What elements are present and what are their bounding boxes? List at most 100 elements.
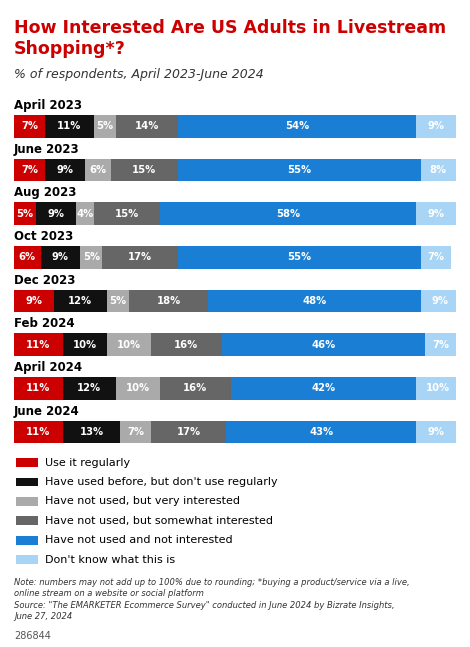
Text: June 2024: June 2024 <box>14 405 80 418</box>
Text: 11%: 11% <box>26 383 51 393</box>
Bar <box>14 159 45 181</box>
Text: 48%: 48% <box>302 296 327 306</box>
Bar <box>151 421 226 443</box>
Text: 18%: 18% <box>157 296 181 306</box>
Bar <box>129 290 209 313</box>
Bar <box>107 333 151 356</box>
Text: 10%: 10% <box>126 383 150 393</box>
Text: June 2023: June 2023 <box>14 143 80 156</box>
Bar <box>416 377 460 400</box>
Bar <box>63 333 107 356</box>
Text: 55%: 55% <box>287 165 311 175</box>
Bar <box>14 115 45 138</box>
Text: 9%: 9% <box>428 121 445 131</box>
Text: 14%: 14% <box>134 121 159 131</box>
Text: 286844: 286844 <box>14 631 51 641</box>
Text: % of respondents, April 2023-June 2024: % of respondents, April 2023-June 2024 <box>14 68 264 81</box>
Bar <box>178 246 421 269</box>
Text: 46%: 46% <box>311 340 336 349</box>
Bar <box>209 290 421 313</box>
Text: 43%: 43% <box>309 427 333 437</box>
Bar <box>76 203 94 225</box>
FancyBboxPatch shape <box>16 477 38 487</box>
Text: 9%: 9% <box>47 208 64 219</box>
FancyBboxPatch shape <box>16 497 38 506</box>
Text: 11%: 11% <box>57 121 81 131</box>
FancyBboxPatch shape <box>16 516 38 525</box>
Text: 9%: 9% <box>428 208 445 219</box>
Text: Note: numbers may not add up to 100% due to rounding; *buying a product/service : Note: numbers may not add up to 100% due… <box>14 578 410 621</box>
Text: 11%: 11% <box>26 427 51 437</box>
Bar <box>14 246 40 269</box>
Text: 5%: 5% <box>16 208 34 219</box>
Text: 10%: 10% <box>117 340 141 349</box>
Bar <box>120 421 151 443</box>
FancyBboxPatch shape <box>16 555 38 564</box>
Bar <box>102 246 178 269</box>
Text: 10%: 10% <box>426 383 450 393</box>
Text: 16%: 16% <box>183 383 207 393</box>
Bar <box>421 246 452 269</box>
FancyBboxPatch shape <box>16 458 38 467</box>
Bar <box>54 290 107 313</box>
Bar <box>231 377 416 400</box>
Text: Have not used, but very interested: Have not used, but very interested <box>45 496 240 507</box>
Text: 10%: 10% <box>73 340 97 349</box>
Text: 42%: 42% <box>311 383 336 393</box>
Bar <box>151 333 222 356</box>
Text: Have not used, but somewhat interested: Have not used, but somewhat interested <box>45 516 273 526</box>
Bar <box>416 115 456 138</box>
Text: 7%: 7% <box>432 340 449 349</box>
Bar <box>226 421 416 443</box>
Text: 8%: 8% <box>430 165 447 175</box>
Bar <box>416 203 456 225</box>
FancyBboxPatch shape <box>16 536 38 545</box>
Bar <box>36 203 76 225</box>
Bar <box>40 246 80 269</box>
Text: Use it regularly: Use it regularly <box>45 457 130 468</box>
Text: 15%: 15% <box>115 208 139 219</box>
Text: Have used before, but don't use regularly: Have used before, but don't use regularl… <box>45 477 278 487</box>
Bar <box>63 421 120 443</box>
Bar <box>416 421 456 443</box>
Text: 7%: 7% <box>428 252 445 262</box>
Bar <box>178 115 416 138</box>
Text: Feb 2024: Feb 2024 <box>14 318 75 331</box>
Text: 58%: 58% <box>276 208 300 219</box>
Text: 15%: 15% <box>133 165 157 175</box>
Text: 55%: 55% <box>287 252 311 262</box>
Text: 54%: 54% <box>285 121 309 131</box>
Bar <box>116 377 160 400</box>
Text: 9%: 9% <box>56 165 73 175</box>
Bar <box>85 159 111 181</box>
Text: Aug 2023: Aug 2023 <box>14 186 77 199</box>
Bar <box>116 115 178 138</box>
Text: 12%: 12% <box>77 383 101 393</box>
Text: 9%: 9% <box>428 427 445 437</box>
Bar <box>94 203 160 225</box>
Text: Dec 2023: Dec 2023 <box>14 274 76 287</box>
Text: 7%: 7% <box>127 427 144 437</box>
Text: 13%: 13% <box>79 427 103 437</box>
Bar <box>94 115 116 138</box>
Bar <box>222 333 425 356</box>
Text: 9%: 9% <box>432 296 449 306</box>
Bar <box>45 115 94 138</box>
Text: Have not used and not interested: Have not used and not interested <box>45 535 233 545</box>
Text: 9%: 9% <box>52 252 69 262</box>
Bar <box>63 377 116 400</box>
Text: 7%: 7% <box>21 165 38 175</box>
Bar <box>14 421 63 443</box>
Bar <box>14 333 63 356</box>
Text: 6%: 6% <box>19 252 36 262</box>
Text: 12%: 12% <box>68 296 93 306</box>
Text: 4%: 4% <box>76 208 94 219</box>
Text: 5%: 5% <box>110 296 126 306</box>
Text: Don't know what this is: Don't know what this is <box>45 554 175 565</box>
Bar <box>425 333 456 356</box>
Bar <box>14 203 36 225</box>
Text: 17%: 17% <box>128 252 152 262</box>
Text: 7%: 7% <box>21 121 38 131</box>
Bar <box>107 290 129 313</box>
Text: April 2023: April 2023 <box>14 99 82 112</box>
